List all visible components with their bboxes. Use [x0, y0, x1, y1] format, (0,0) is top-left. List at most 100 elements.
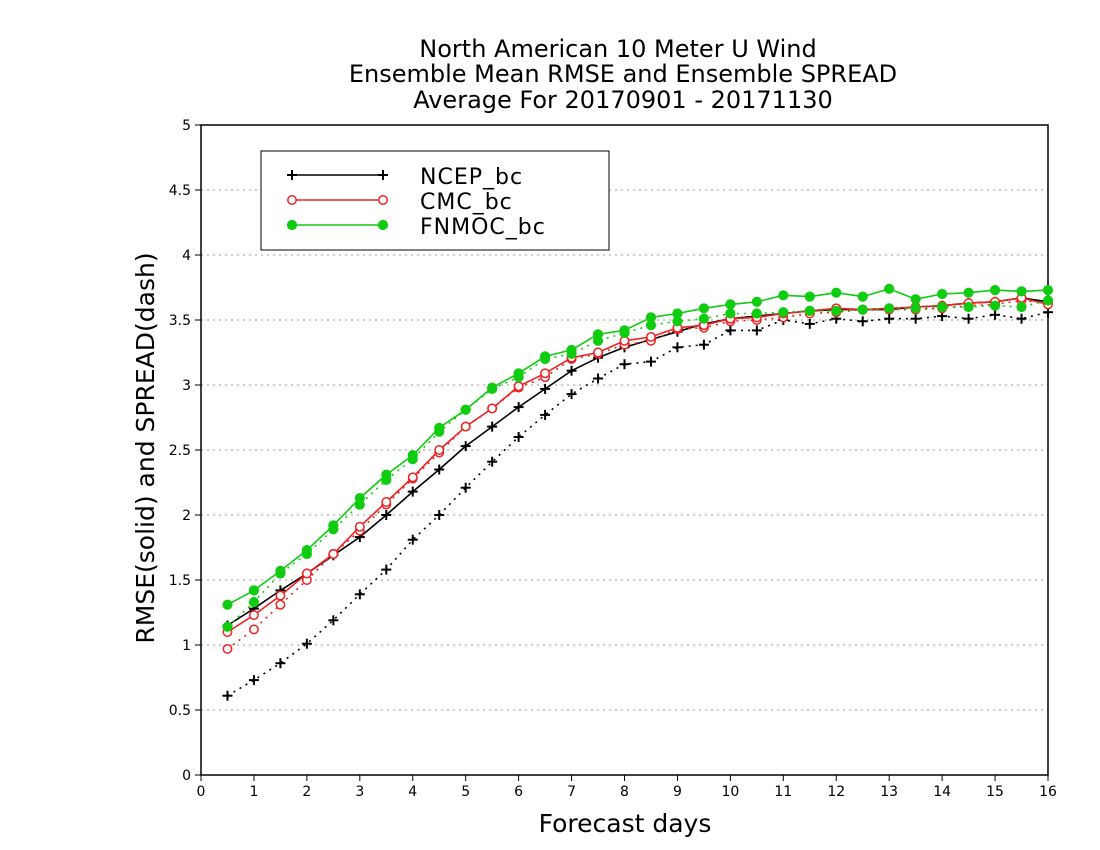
point-ncep-bc-spread	[381, 564, 392, 575]
point-ncep-bc-spread	[513, 432, 524, 442]
y-tick-label: 1.5	[169, 573, 191, 589]
point-ncep-bc-spread	[725, 325, 736, 336]
legend-marker-ncep-bc	[378, 170, 388, 180]
point-fnmoc-bc-spread	[804, 305, 815, 316]
point-ncep-bc-spread	[248, 675, 259, 686]
point-ncep-bc-spread	[407, 534, 418, 545]
point-fnmoc-bc-rmse	[910, 294, 921, 305]
y-tick-label: 0	[182, 768, 191, 784]
point-ncep-bc-spread	[804, 318, 815, 329]
point-fnmoc-bc-rmse	[301, 545, 312, 556]
point-fnmoc-bc-spread	[778, 307, 789, 318]
point-cmc-bc-rmse	[328, 549, 339, 559]
point-fnmoc-bc-rmse	[566, 344, 577, 355]
point-fnmoc-bc-rmse	[1016, 286, 1027, 297]
point-fnmoc-bc-spread	[857, 304, 868, 315]
point-ncep-bc-rmse	[434, 464, 445, 475]
point-fnmoc-bc-rmse	[804, 291, 815, 302]
legend-sample-fnmoc-bc	[286, 219, 389, 231]
point-ncep-bc-spread	[275, 658, 286, 669]
y-tick-label: 2	[182, 508, 191, 524]
y-tick-label: 0.5	[169, 703, 191, 719]
point-fnmoc-bc-spread	[989, 300, 1001, 311]
y-tick-label: 4.5	[169, 183, 191, 199]
point-fnmoc-bc-rmse	[1042, 285, 1054, 296]
y-tick-label: 4	[182, 248, 191, 264]
point-fnmoc-bc-rmse	[539, 351, 551, 362]
x-tick-label: 2	[302, 784, 311, 800]
point-ncep-bc-spread	[434, 510, 445, 520]
legend-label-ncep: NCEP_bc	[420, 165, 523, 190]
point-ncep-bc-spread	[1016, 313, 1027, 324]
line-ncep-bc-rmse	[227, 297, 1049, 627]
point-cmc-bc-rmse	[354, 521, 365, 532]
legend-sample-cmc-bc	[287, 195, 388, 205]
point-ncep-bc-spread	[540, 409, 551, 420]
chart-title-line-3: Average For 20170901 - 20171130	[413, 86, 833, 114]
point-fnmoc-bc-rmse	[487, 382, 498, 393]
legend-label-cmc: CMC_bc	[420, 190, 513, 215]
x-tick-label: 7	[567, 784, 576, 800]
point-ncep-bc-spread	[751, 325, 762, 336]
point-ncep-bc-spread	[698, 339, 709, 350]
point-cmc-bc-rmse	[434, 445, 445, 455]
point-fnmoc-bc-spread	[725, 308, 736, 319]
point-cmc-bc-spread	[222, 643, 233, 654]
point-cmc-bc-spread	[275, 599, 286, 610]
y-tick-label: 3.5	[169, 313, 191, 329]
y-tick-label: 3	[182, 378, 191, 394]
point-ncep-bc-spread	[354, 589, 365, 600]
point-fnmoc-bc-rmse	[434, 422, 445, 433]
point-ncep-bc-spread	[645, 356, 656, 367]
x-tick-label: 16	[1039, 784, 1057, 800]
point-ncep-bc-rmse	[487, 421, 498, 432]
point-cmc-bc-rmse	[593, 347, 603, 358]
x-tick-label: 3	[355, 784, 364, 800]
point-ncep-bc-spread	[222, 690, 233, 701]
point-fnmoc-bc-rmse	[248, 585, 260, 596]
point-cmc-bc-rmse	[540, 368, 551, 379]
point-ncep-bc-spread	[963, 313, 974, 324]
y-tick-label: 5	[182, 118, 191, 134]
x-axis-label: Forecast days	[539, 809, 712, 838]
point-fnmoc-bc-rmse	[354, 493, 365, 504]
series-ncep-bc	[222, 292, 1053, 701]
x-tick-label: 8	[620, 784, 629, 800]
point-fnmoc-bc-spread	[937, 301, 948, 313]
legend-marker-fnmoc-bc	[377, 219, 389, 231]
point-fnmoc-bc-spread	[751, 308, 762, 319]
point-fnmoc-bc-rmse	[698, 303, 710, 314]
legend-sample-ncep-bc	[287, 170, 388, 180]
point-ncep-bc-rmse	[381, 510, 392, 520]
point-cmc-bc-rmse	[460, 421, 471, 432]
x-tick-label: 4	[408, 784, 417, 800]
legend-marker-cmc-bc	[378, 195, 388, 205]
point-ncep-bc-spread	[884, 313, 895, 324]
x-tick-label: 15	[986, 784, 1004, 800]
line-fnmoc-bc-rmse	[227, 287, 1049, 606]
point-fnmoc-bc-rmse	[989, 285, 1001, 296]
point-ncep-bc-spread	[460, 482, 471, 493]
point-cmc-bc-rmse	[301, 568, 312, 579]
x-tick-label: 5	[461, 784, 470, 800]
legend-marker-fnmoc-bc	[286, 219, 298, 231]
legend-marker-ncep-bc	[287, 170, 297, 180]
legend-marker-cmc-bc	[287, 195, 297, 205]
axis-ticks: 00.511.522.533.544.550 1 2 3 4 5 6 7 8 9 10 11 12 13 1…	[169, 118, 1057, 800]
point-fnmoc-bc-spread	[698, 313, 710, 324]
point-fnmoc-bc-spread	[884, 303, 895, 314]
series-layer	[222, 283, 1054, 701]
point-fnmoc-bc-rmse	[778, 290, 789, 301]
point-fnmoc-bc-spread	[910, 303, 921, 314]
x-tick-label: 1	[249, 784, 258, 800]
x-tick-label: 0	[197, 784, 206, 800]
point-fnmoc-bc-rmse	[381, 469, 392, 480]
point-fnmoc-bc-rmse	[672, 308, 683, 319]
point-fnmoc-bc-rmse	[275, 565, 286, 577]
point-cmc-bc-rmse	[513, 381, 524, 392]
line-fnmoc-bc-spread	[226, 299, 1049, 628]
point-fnmoc-bc-rmse	[937, 288, 948, 300]
point-ncep-bc-spread	[566, 389, 577, 400]
point-ncep-bc-spread	[619, 359, 630, 370]
x-tick-label: 9	[673, 784, 682, 800]
